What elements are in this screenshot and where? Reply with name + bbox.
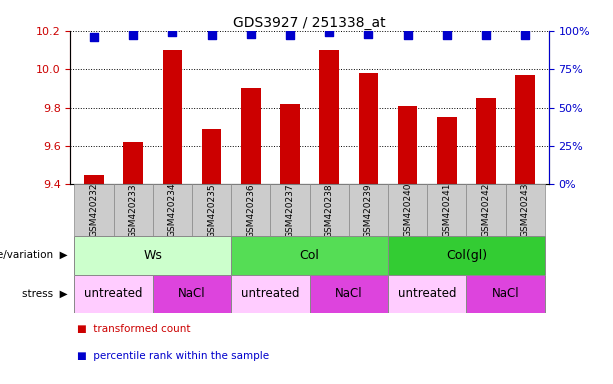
Bar bbox=[231, 275, 310, 313]
Bar bbox=[427, 184, 466, 236]
Bar bbox=[310, 184, 349, 236]
Bar bbox=[466, 184, 506, 236]
Text: GSM420236: GSM420236 bbox=[246, 183, 255, 238]
Text: Col(gl): Col(gl) bbox=[446, 249, 487, 262]
Bar bbox=[516, 75, 535, 184]
Bar bbox=[153, 184, 192, 236]
Bar bbox=[388, 275, 466, 313]
Bar bbox=[437, 117, 457, 184]
Point bbox=[207, 32, 216, 38]
Text: untreated: untreated bbox=[85, 287, 143, 300]
Bar bbox=[74, 275, 153, 313]
Bar bbox=[241, 88, 261, 184]
Bar bbox=[319, 50, 339, 184]
Point bbox=[324, 29, 334, 35]
Bar bbox=[231, 184, 270, 236]
Text: NaCl: NaCl bbox=[178, 287, 206, 300]
Point bbox=[128, 32, 138, 38]
Bar bbox=[231, 236, 388, 275]
Point bbox=[246, 31, 256, 37]
Point bbox=[442, 32, 452, 38]
Text: NaCl: NaCl bbox=[335, 287, 362, 300]
Text: genotype/variation  ▶: genotype/variation ▶ bbox=[0, 250, 67, 260]
Text: GSM420238: GSM420238 bbox=[325, 183, 333, 238]
Bar bbox=[153, 275, 231, 313]
Text: Ws: Ws bbox=[143, 249, 162, 262]
Bar bbox=[280, 104, 300, 184]
Text: GSM420242: GSM420242 bbox=[481, 183, 490, 237]
Bar bbox=[202, 129, 221, 184]
Bar bbox=[398, 106, 417, 184]
Bar bbox=[476, 98, 496, 184]
Text: GSM420240: GSM420240 bbox=[403, 183, 412, 237]
Text: Col: Col bbox=[300, 249, 319, 262]
Text: GSM420241: GSM420241 bbox=[442, 183, 451, 237]
Text: ■  percentile rank within the sample: ■ percentile rank within the sample bbox=[77, 351, 268, 361]
Text: GSM420233: GSM420233 bbox=[129, 183, 138, 238]
Text: GSM420239: GSM420239 bbox=[364, 183, 373, 238]
Bar bbox=[74, 184, 113, 236]
Bar bbox=[310, 275, 388, 313]
Title: GDS3927 / 251338_at: GDS3927 / 251338_at bbox=[234, 16, 386, 30]
Point bbox=[520, 32, 530, 38]
Bar bbox=[123, 142, 143, 184]
Bar bbox=[388, 236, 545, 275]
Point bbox=[364, 31, 373, 37]
Text: GSM420235: GSM420235 bbox=[207, 183, 216, 238]
Bar bbox=[113, 184, 153, 236]
Text: GSM420234: GSM420234 bbox=[168, 183, 177, 237]
Text: stress  ▶: stress ▶ bbox=[22, 289, 67, 299]
Point bbox=[481, 32, 491, 38]
Text: untreated: untreated bbox=[398, 287, 457, 300]
Bar bbox=[466, 275, 545, 313]
Text: NaCl: NaCl bbox=[492, 287, 519, 300]
Point bbox=[89, 34, 99, 40]
Bar bbox=[74, 236, 231, 275]
Point bbox=[285, 32, 295, 38]
Point bbox=[167, 29, 177, 35]
Bar bbox=[270, 184, 310, 236]
Bar bbox=[162, 50, 182, 184]
Point bbox=[403, 32, 413, 38]
Text: GSM420237: GSM420237 bbox=[286, 183, 294, 238]
Bar bbox=[388, 184, 427, 236]
Bar bbox=[506, 184, 545, 236]
Text: untreated: untreated bbox=[241, 287, 300, 300]
Bar bbox=[349, 184, 388, 236]
Bar bbox=[359, 73, 378, 184]
Bar bbox=[192, 184, 231, 236]
Text: GSM420243: GSM420243 bbox=[520, 183, 530, 237]
Text: GSM420232: GSM420232 bbox=[89, 183, 99, 237]
Text: ■  transformed count: ■ transformed count bbox=[77, 324, 190, 334]
Bar bbox=[84, 175, 104, 184]
